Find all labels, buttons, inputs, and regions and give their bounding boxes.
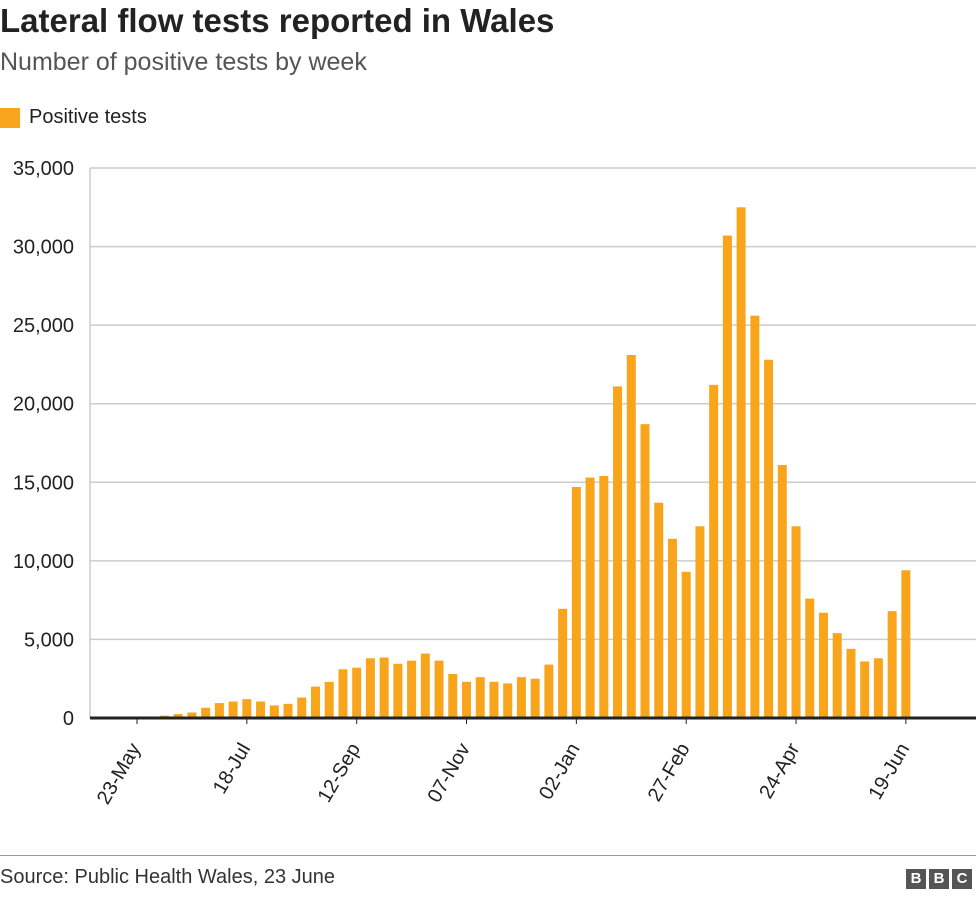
legend-label: Positive tests xyxy=(29,106,147,128)
bar xyxy=(846,648,856,718)
bar xyxy=(448,674,458,718)
legend-swatch xyxy=(0,107,20,128)
bar xyxy=(228,701,238,718)
bar xyxy=(283,703,293,718)
bar xyxy=(407,660,417,718)
bar xyxy=(242,699,252,718)
bar xyxy=(530,678,540,718)
bar xyxy=(626,355,636,718)
bar xyxy=(860,661,870,718)
bar xyxy=(791,526,801,718)
bar xyxy=(393,663,403,718)
legend: Positive tests xyxy=(0,106,147,129)
bar xyxy=(379,657,389,718)
y-tick-label: 20,000 xyxy=(13,394,74,416)
bar xyxy=(352,667,362,718)
bar xyxy=(667,538,677,718)
x-tick-label: 19-Jun xyxy=(865,740,915,804)
x-tick-label: 02-Jan xyxy=(535,740,585,804)
y-tick-label: 25,000 xyxy=(13,315,74,337)
bar xyxy=(695,526,705,718)
bar xyxy=(654,502,664,718)
bar xyxy=(173,714,183,718)
bar xyxy=(324,681,334,718)
bar xyxy=(722,235,732,719)
bar-chart: 0 5,000 10,000 15,000 20,000 25,000 30,000 35,0… xyxy=(13,158,976,809)
bar xyxy=(420,653,430,718)
x-tick-label: 27-Feb xyxy=(644,740,695,806)
y-tick-label: 10,000 xyxy=(13,551,74,573)
y-tick-label: 15,000 xyxy=(13,472,74,494)
bar xyxy=(256,701,266,718)
y-tick-label: 0 xyxy=(63,708,74,730)
bar xyxy=(805,598,815,718)
bar xyxy=(269,705,279,718)
bar xyxy=(777,465,787,718)
bar xyxy=(310,686,320,718)
x-tick-label: 18-Jul xyxy=(209,740,255,798)
bar xyxy=(736,207,746,719)
chart-title: Lateral flow tests reported in Wales xyxy=(0,2,555,39)
bar xyxy=(832,633,842,718)
y-tick-label: 35,000 xyxy=(13,158,74,180)
bar xyxy=(819,612,828,718)
bar xyxy=(187,712,197,718)
x-tick-label: 07-Nov xyxy=(424,740,475,807)
bar xyxy=(750,315,760,718)
bar xyxy=(613,386,623,718)
bar xyxy=(599,476,609,718)
bar xyxy=(365,658,375,718)
bar xyxy=(475,677,485,718)
bar xyxy=(297,697,307,718)
bar xyxy=(489,681,499,718)
bar xyxy=(764,359,774,718)
footer-divider xyxy=(0,855,976,856)
x-tick-label: 12-Sep xyxy=(314,740,365,807)
y-tick-label: 30,000 xyxy=(13,237,74,259)
bar xyxy=(640,424,650,718)
x-tick-label: 23-May xyxy=(93,740,145,809)
y-tick-label: 5,000 xyxy=(24,629,74,651)
bar xyxy=(709,384,719,718)
bar xyxy=(873,658,883,718)
source-note: Source: Public Health Wales, 23 June xyxy=(0,866,335,888)
bar xyxy=(558,608,568,718)
bar xyxy=(887,611,897,718)
bar xyxy=(434,660,444,718)
x-tick-label: 24-Apr xyxy=(755,739,804,802)
bar xyxy=(201,707,211,718)
bar xyxy=(571,487,581,718)
bar xyxy=(585,477,595,718)
bar xyxy=(338,669,348,718)
chart-subtitle: Number of positive tests by week xyxy=(0,48,367,76)
bar xyxy=(901,570,911,718)
bar xyxy=(462,681,472,718)
bar xyxy=(214,703,224,718)
bar xyxy=(681,571,691,718)
bar xyxy=(503,683,513,718)
bar xyxy=(544,664,554,718)
bar xyxy=(516,677,526,718)
